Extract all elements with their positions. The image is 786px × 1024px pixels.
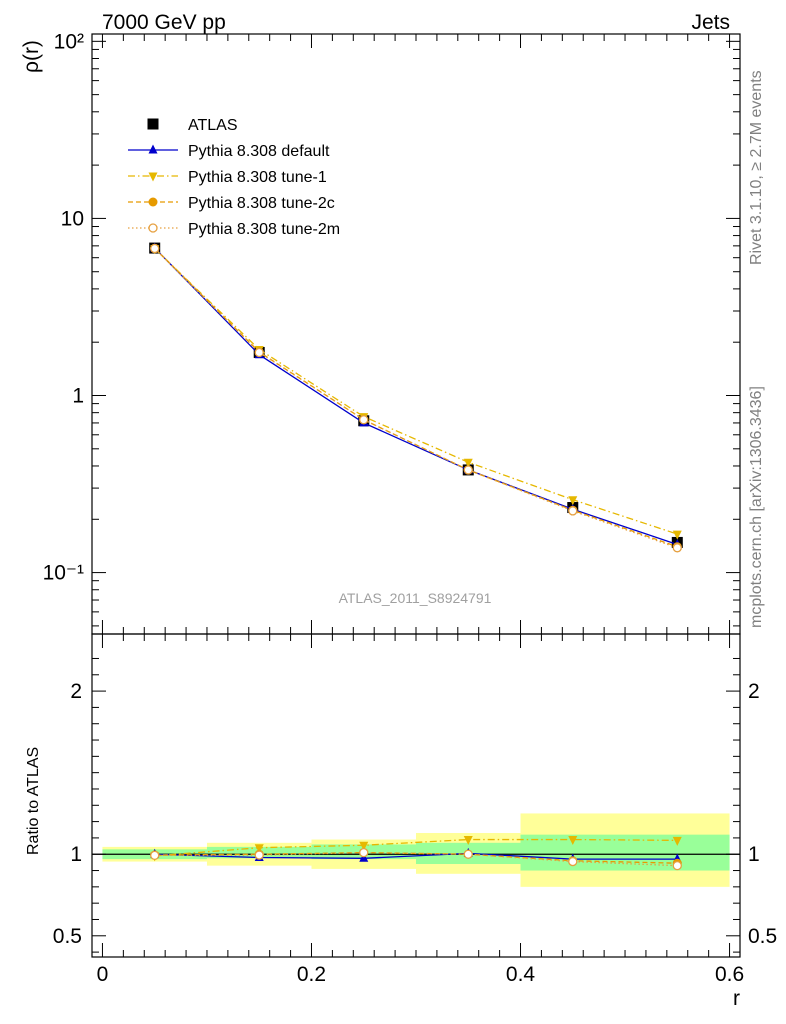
- legend-pythia-8-308-default-marker: [148, 144, 158, 154]
- pythia-8-308-tune-2m-ratio-point: [463, 849, 473, 859]
- main-y-tick-label: 10⁻¹: [43, 562, 84, 585]
- legend-pythia-8-308-tune-2m-marker: [148, 223, 158, 233]
- pythia-8-308-tune-2m-ratio-point: [672, 860, 682, 871]
- main-y-tick-label: 10: [61, 207, 84, 230]
- rivet-label: Rivet 3.1.10, ≥ 2.7M events: [748, 70, 765, 265]
- x-tick-label: 0.4: [506, 963, 536, 986]
- pythia-8-308-tune-2m-point: [568, 506, 578, 516]
- ratio-y-axis-label: Ratio to ATLAS: [25, 747, 42, 855]
- pythia-8-308-tune-2m-point: [672, 543, 682, 553]
- pythia-8-308-tune-1-point: [672, 530, 682, 540]
- pythia-8-308-tune-2m-ratio-point: [254, 850, 264, 860]
- legend-atlas-label: ATLAS: [188, 117, 238, 134]
- ratio-panel: 0 0.2 0.4 0.60.5 0.51 12 2: [53, 633, 777, 986]
- legend-pythia-8-308-tune-2c-marker: [148, 197, 158, 207]
- legend-pythia-8-308-tune-2m-label: Pythia 8.308 tune-2m: [188, 221, 340, 238]
- pythia-8-308-default-line: [154, 247, 678, 546]
- pythia-8-308-tune-2m-point: [254, 347, 264, 358]
- pythia-8-308-tune-2m-ratio-point: [359, 847, 369, 858]
- pythia-8-308-tune-2m-ratio-point: [568, 856, 578, 867]
- ratio-y-tick-label-right: 0.5: [748, 925, 777, 948]
- ratio-y-tick-label-left: 0.5: [53, 925, 82, 948]
- category-title: Jets: [691, 11, 730, 34]
- legend-pythia-8-308-tune-2c-label: Pythia 8.308 tune-2c: [188, 195, 335, 212]
- pythia-8-308-tune-1-line: [154, 248, 678, 535]
- legend-pythia-8-308-tune-1-marker: [148, 172, 158, 182]
- pythia-8-308-default-ratio-point: [359, 852, 369, 862]
- x-axis-label: r: [733, 987, 740, 1010]
- main-y-tick-label: 1: [72, 385, 84, 408]
- pythia-8-308-tune-1-ratio-point: [359, 841, 369, 851]
- ratio-y-tick-label-left: 1: [70, 843, 82, 866]
- pythia-8-308-tune-2c-line: [154, 247, 678, 548]
- pythia-8-308-tune-2m-point: [463, 465, 473, 475]
- mcplots-label: mcplots.cern.ch [arXiv:1306.3436]: [748, 386, 765, 628]
- pythia-8-308-tune-1-point: [568, 496, 578, 506]
- pythia-8-308-tune-1-ratio-point: [672, 836, 682, 846]
- pythia-8-308-tune-1-ratio-point: [463, 836, 473, 846]
- main-y-tick-label: 10²: [54, 30, 84, 53]
- pythia-8-308-tune-1-point: [463, 458, 473, 468]
- ratio-y-tick-label-right: 1: [748, 843, 760, 866]
- legend: ATLAS Pythia 8.308 default Pythia 8.308 tu…: [128, 117, 340, 238]
- pythia-8-308-tune-2m-point: [359, 415, 369, 425]
- uncertainty-band-green: [520, 834, 730, 871]
- main-panel: 10⁻¹ 1 10 10²: [43, 30, 741, 635]
- pythia-8-308-tune-1-ratio-line: [154, 838, 678, 857]
- pythia-8-308-tune-2m-line: [154, 248, 678, 549]
- ratio-y-tick-label-left: 2: [70, 680, 82, 703]
- main-y-axis-label: ρ(r): [20, 40, 43, 73]
- pythia-8-308-tune-2m-ratio-line: [154, 851, 678, 867]
- x-tick-label: 0.6: [715, 963, 744, 986]
- legend-atlas-marker: [147, 118, 159, 130]
- pythia-8-308-tune-2m-ratio-point: [150, 850, 160, 861]
- ratio-y-tick-label-right: 2: [748, 680, 760, 703]
- legend-pythia-8-308-tune-1-label: Pythia 8.308 tune-1: [188, 169, 327, 186]
- ratio-frame: [91, 633, 741, 958]
- x-tick-label: 0.2: [297, 963, 326, 986]
- pythia-8-308-tune-1-ratio-point: [254, 844, 264, 854]
- pythia-8-308-default-ratio-line: [154, 852, 678, 860]
- pythia-8-308-tune-2m-point: [150, 243, 160, 254]
- energy-title: 7000 GeV pp: [102, 11, 226, 34]
- legend-pythia-8-308-default-label: Pythia 8.308 default: [188, 143, 330, 160]
- pythia-8-308-tune-1-ratio-point: [568, 836, 578, 846]
- pythia-8-308-tune-2c-ratio-line: [154, 851, 678, 864]
- analysis-id-annotation: ATLAS_2011_S8924791: [339, 590, 492, 606]
- x-tick-label: 0: [97, 963, 109, 986]
